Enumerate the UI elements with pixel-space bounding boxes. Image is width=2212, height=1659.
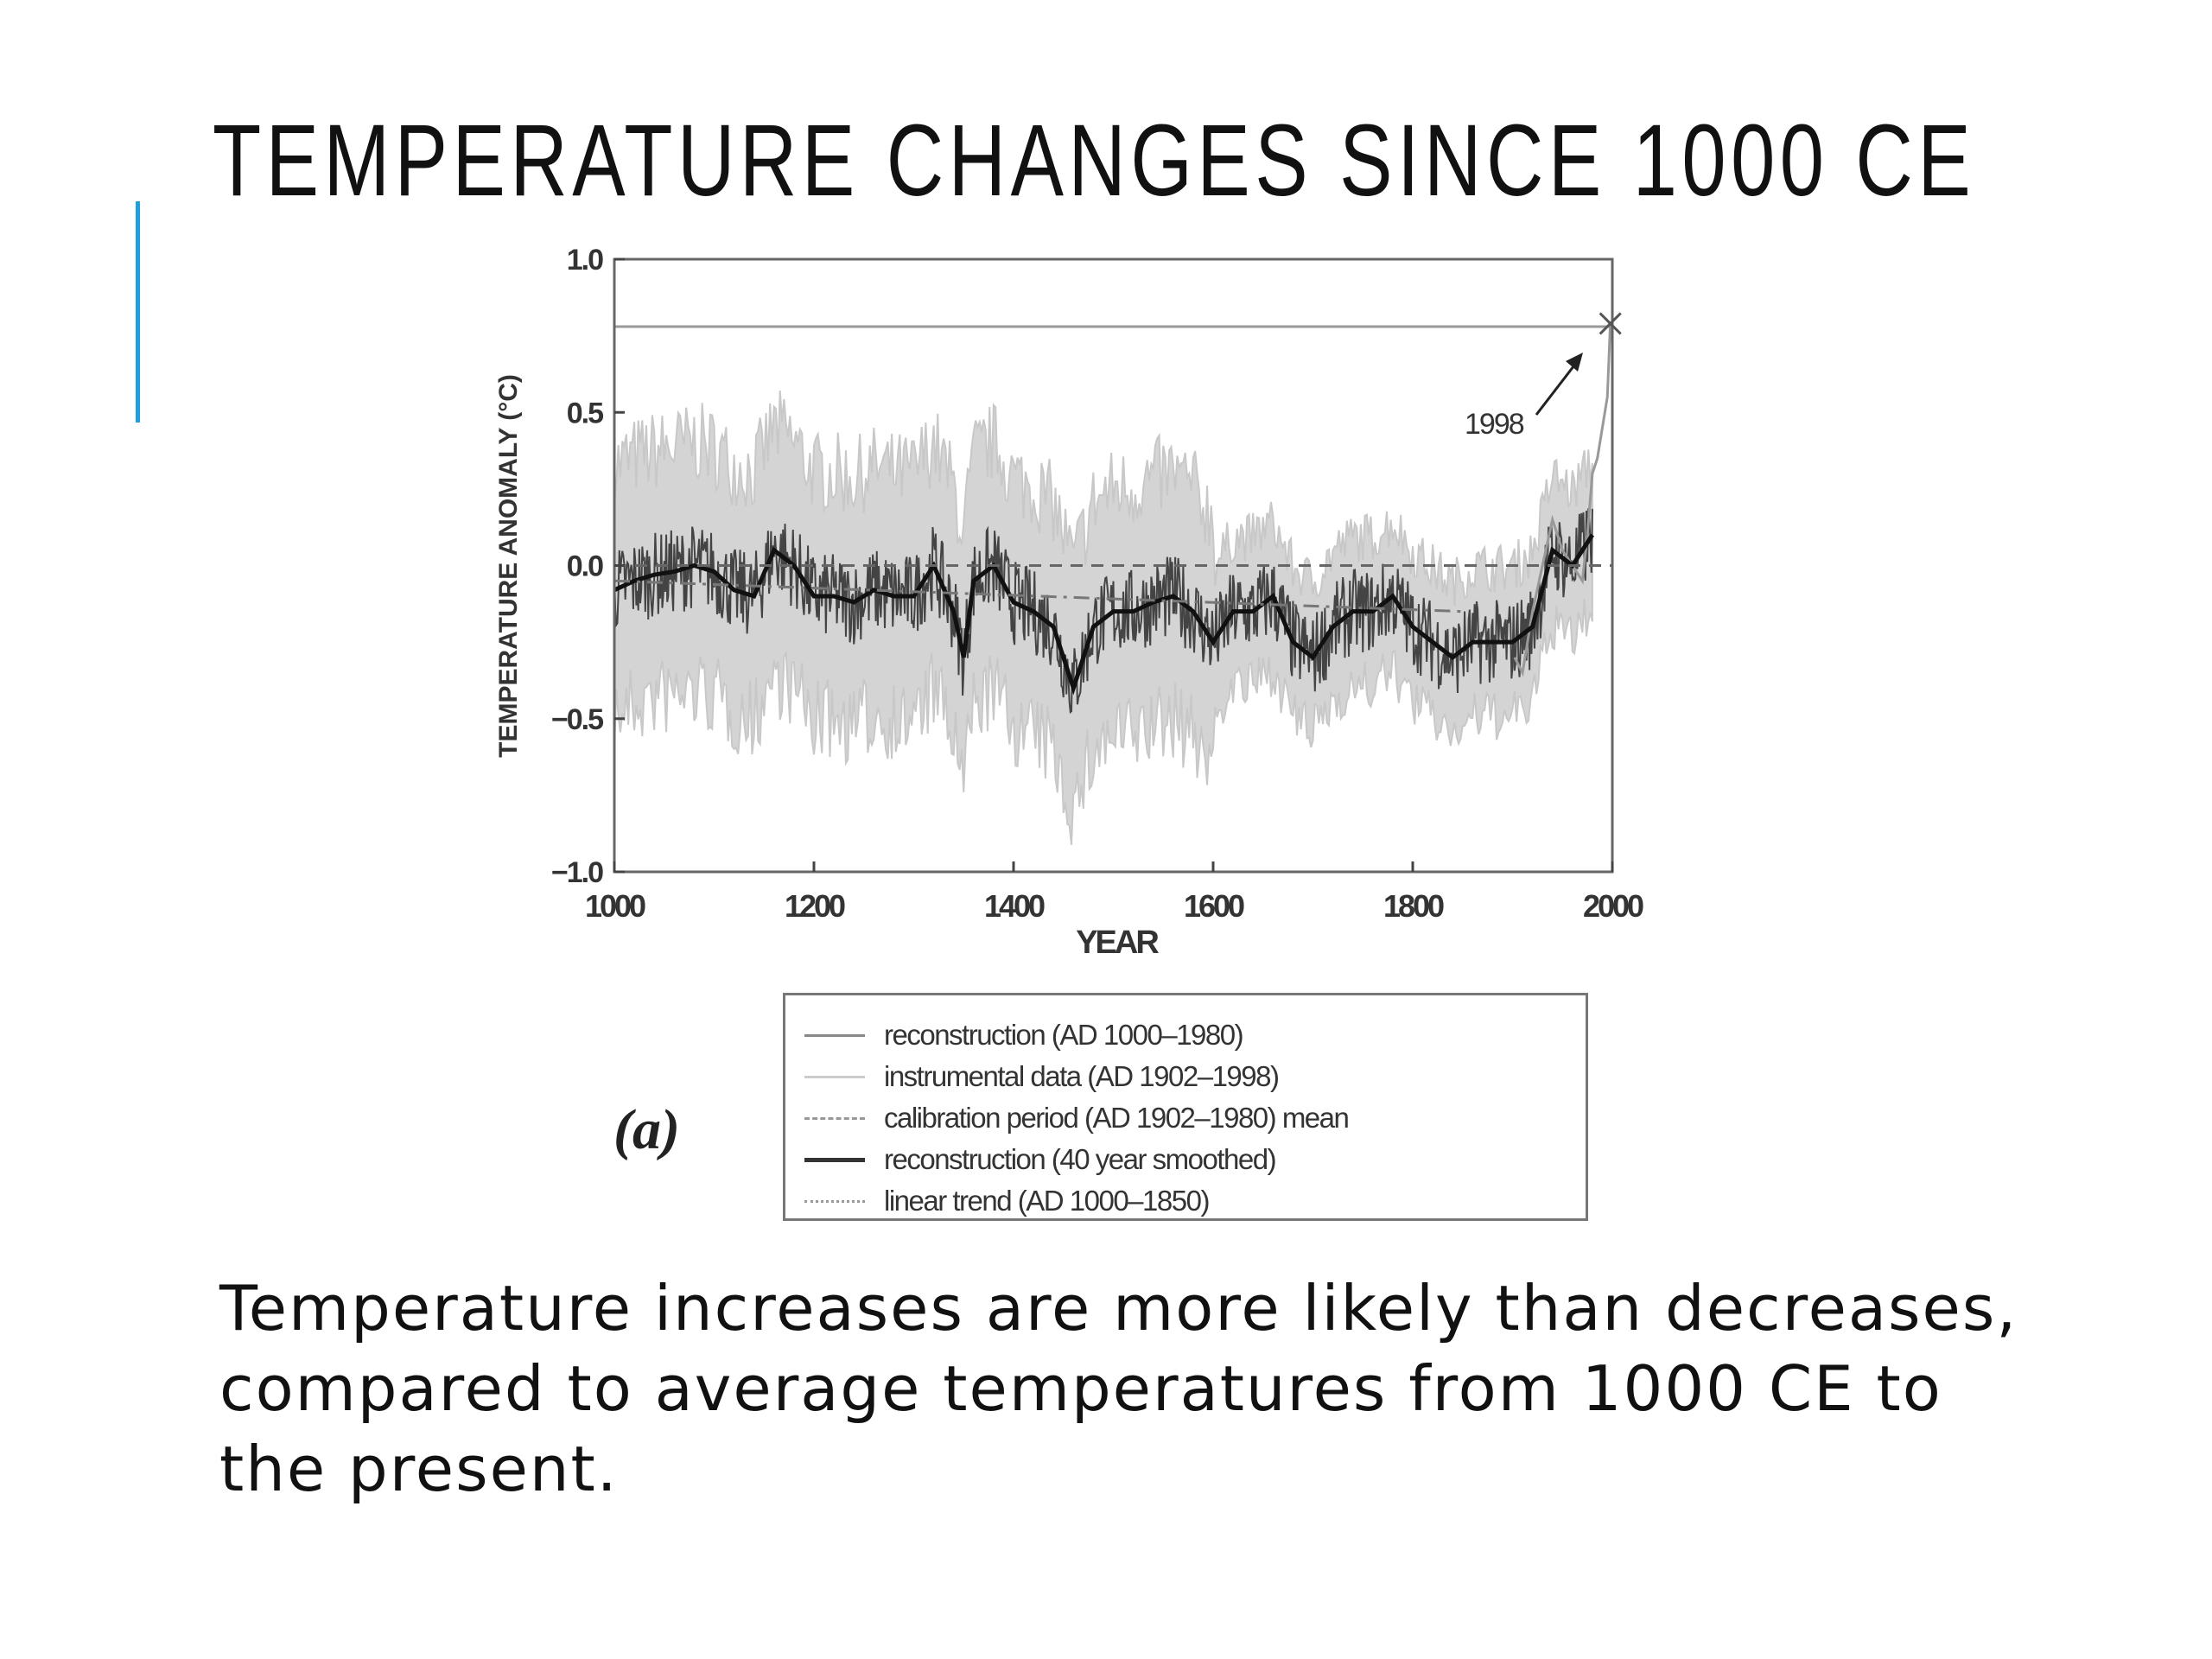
panel-label: (a) [613,1098,680,1161]
legend-item: reconstruction (40 year smoothed) [804,1139,1586,1180]
x-tick-label: 1200 [785,888,845,924]
annotation-arrow [1535,358,1581,416]
legend-item: calibration period (AD 1902–1980) mean [804,1097,1586,1139]
annotation-label: 1998 [1465,408,1524,441]
legend-swatch [804,1157,865,1162]
legend-item: reconstruction (AD 1000–1980) [804,1014,1586,1056]
series-reconstruction-smoothed [613,533,1594,696]
legend-swatch [804,1033,865,1037]
chart-legend: reconstruction (AD 1000–1980) instrument… [783,993,1588,1221]
series-reconstruction-annual [613,508,1593,715]
legend-item: linear trend (AD 1000–1850) [804,1180,1586,1222]
x-tick-label: 1800 [1383,888,1444,924]
x-tick-label: 1400 [984,888,1045,924]
accent-bar [136,201,140,423]
y-tick-label: 0.0 [567,550,603,583]
x-tick-label: 1000 [585,888,645,924]
legend-swatch [804,1116,865,1120]
y-axis-label: TEMPERATURE ANOMALY (°C) [494,374,523,758]
arrow-head-icon [1566,353,1583,372]
legend-label: instrumental data (AD 1902–1998) [884,1060,1280,1092]
legend-label: calibration period (AD 1902–1980) mean [884,1102,1350,1134]
x-tick-label: 1600 [1184,888,1244,924]
x-axis-label: YEAR [1076,925,1159,961]
marker-1998-x [1599,312,1622,335]
x-tick-label: 2000 [1583,888,1643,924]
slide-title: TEMPERATURE CHANGES SINCE 1000 CE [213,104,1976,218]
series-instrumental [1513,323,1612,677]
legend-label: reconstruction (40 year smoothed) [884,1143,1277,1175]
body-text: Temperature increases are more likely th… [219,1272,2018,1505]
legend-label: linear trend (AD 1000–1850) [884,1185,1210,1217]
legend-swatch [804,1075,865,1078]
linear-trend-line [613,579,1463,613]
legend-item: instrumental data (AD 1902–1998) [804,1056,1586,1097]
y-tick-label: 0.5 [567,397,603,429]
legend-swatch [804,1199,865,1203]
y-tick-label: −0.5 [551,703,603,736]
y-tick-label: −1.0 [551,856,603,889]
y-tick-label: 1.0 [567,244,603,276]
legend-label: reconstruction (AD 1000–1980) [884,1019,1244,1051]
